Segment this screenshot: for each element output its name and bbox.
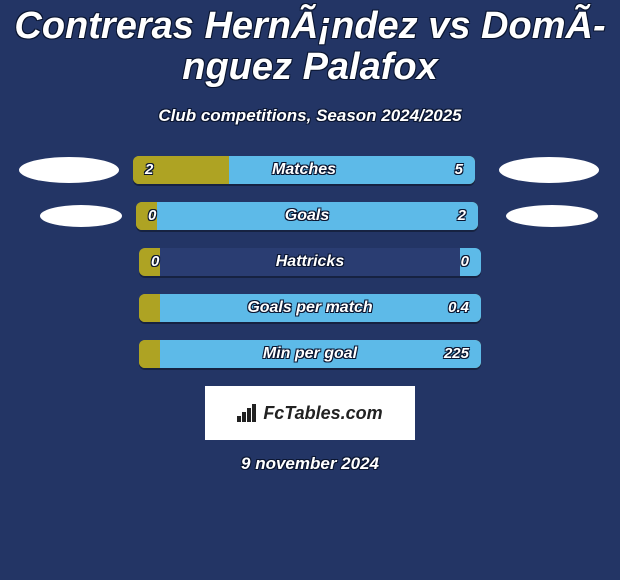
stat-value-right: 0.4 — [448, 294, 469, 322]
stat-bar: 0.4Goals per match — [139, 294, 481, 322]
logo-label: FcTables.com — [263, 403, 382, 424]
stat-value-left: 2 — [145, 156, 153, 184]
comparison-chart: 25Matches02Goals00Hattricks0.4Goals per … — [0, 156, 620, 368]
stat-bar: 225Min per goal — [139, 340, 481, 368]
spacer — [25, 341, 125, 367]
stat-row: 225Min per goal — [0, 340, 620, 368]
stat-value-right: 2 — [458, 202, 466, 230]
stat-value-right: 5 — [455, 156, 463, 184]
date-text: 9 november 2024 — [0, 454, 620, 474]
spacer — [495, 249, 595, 275]
spacer — [495, 295, 595, 321]
stat-row: 0.4Goals per match — [0, 294, 620, 322]
player-indicator-right — [499, 157, 599, 183]
stat-value-right: 225 — [444, 340, 469, 368]
stat-label: Min per goal — [139, 340, 481, 368]
stat-row: 2 5Matches — [0, 156, 620, 184]
spacer — [25, 249, 125, 275]
spacer — [495, 341, 595, 367]
stat-label: Goals per match — [139, 294, 481, 322]
stat-label: Matches — [133, 156, 475, 184]
stat-bar: 0 2Goals — [136, 202, 478, 230]
spacer — [25, 295, 125, 321]
stat-value-left: 0 — [148, 202, 156, 230]
page-title: Contreras HernÃ¡ndez vs DomÃ­nguez Palaf… — [0, 0, 620, 88]
stat-value-left: 0 — [151, 248, 159, 276]
stat-label: Hattricks — [139, 248, 481, 276]
player-indicator-left — [40, 205, 122, 227]
stat-row: 0 0Hattricks — [0, 248, 620, 276]
player-indicator-right — [506, 205, 598, 227]
fctables-logo: FcTables.com — [237, 403, 382, 424]
stat-bar: 2 5Matches — [133, 156, 475, 184]
bars-icon — [237, 404, 259, 422]
stat-row: 0 2Goals — [0, 202, 620, 230]
player-indicator-left — [19, 157, 119, 183]
logo-box: FcTables.com — [205, 386, 415, 440]
stat-value-right: 0 — [461, 248, 469, 276]
stat-bar: 0 0Hattricks — [139, 248, 481, 276]
subtitle: Club competitions, Season 2024/2025 — [0, 106, 620, 126]
stat-label: Goals — [136, 202, 478, 230]
